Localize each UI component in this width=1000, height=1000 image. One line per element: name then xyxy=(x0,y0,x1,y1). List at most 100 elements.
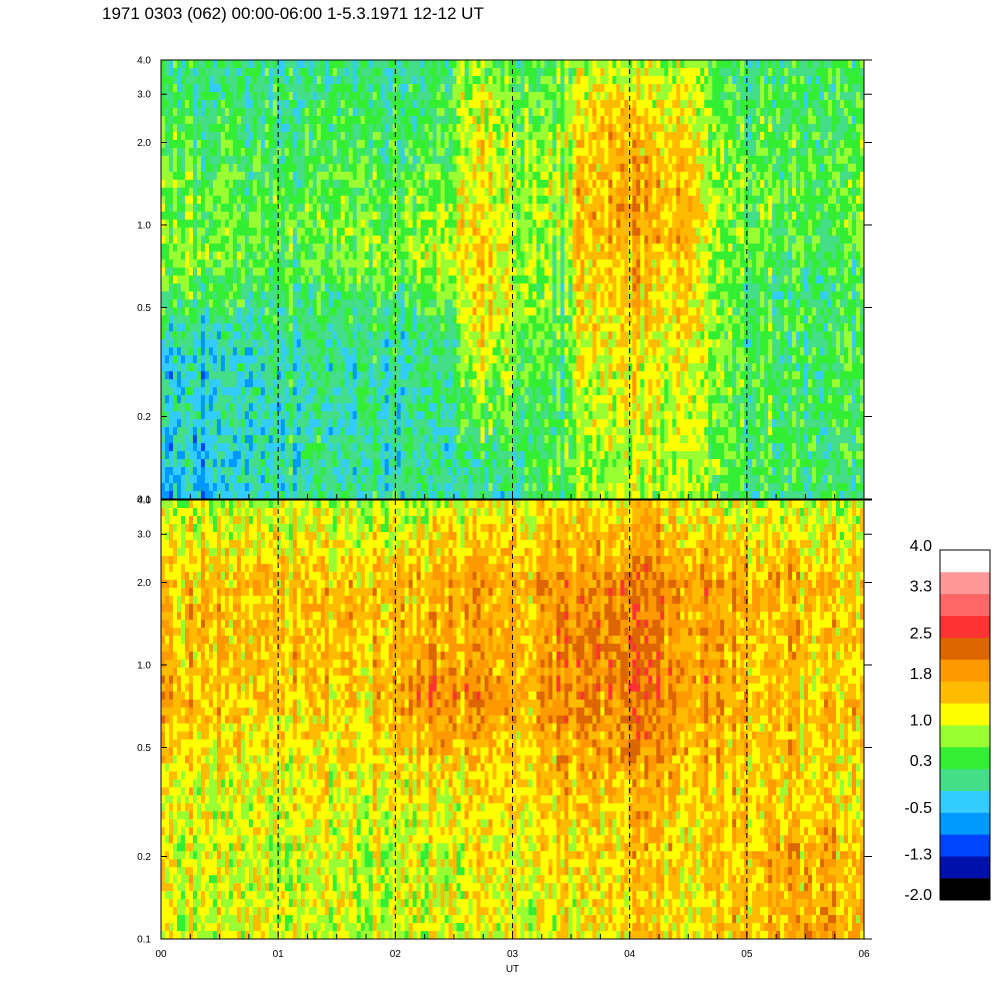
heatmap-cell xyxy=(436,283,442,292)
heatmap-cell xyxy=(360,139,366,149)
heatmap-cell xyxy=(236,395,242,404)
heatmap-cell xyxy=(264,395,270,404)
heatmap-cell xyxy=(496,379,502,388)
heatmap-cell xyxy=(228,139,234,149)
heatmap-cell xyxy=(436,147,442,157)
heatmap-cell xyxy=(484,347,490,356)
heatmap-cell xyxy=(288,107,294,117)
heatmap-cell xyxy=(300,451,306,460)
heatmap-cell xyxy=(456,427,462,436)
heatmap-cell xyxy=(308,307,314,316)
heatmap-cell xyxy=(240,195,246,205)
heatmap-cell xyxy=(288,147,294,157)
heatmap-cell xyxy=(444,435,450,444)
heatmap-cell xyxy=(360,307,366,316)
heatmap-cell xyxy=(216,451,222,460)
heatmap-cell xyxy=(360,299,366,308)
heatmap-cell xyxy=(244,299,250,308)
heatmap-cell xyxy=(416,475,422,484)
heatmap-cell xyxy=(196,243,202,253)
heatmap-cell xyxy=(492,211,498,221)
heatmap-cell xyxy=(248,467,254,476)
heatmap-cell xyxy=(161,459,166,468)
heatmap-cell xyxy=(472,443,478,452)
heatmap-cell xyxy=(176,83,182,93)
heatmap-cell xyxy=(260,355,266,364)
heatmap-cell xyxy=(412,395,418,404)
heatmap-cell xyxy=(188,339,194,348)
heatmap-cell xyxy=(468,491,474,500)
heatmap-cell xyxy=(384,123,390,133)
heatmap-cell xyxy=(192,451,198,460)
heatmap-cell xyxy=(368,243,374,253)
heatmap-cell xyxy=(468,259,474,269)
heatmap-cell xyxy=(164,115,170,125)
heatmap-cell xyxy=(288,467,294,476)
heatmap-cell xyxy=(452,219,458,229)
heatmap-cell xyxy=(164,203,170,213)
heatmap-cell xyxy=(324,459,330,468)
heatmap-cell xyxy=(452,123,458,133)
heatmap-cell xyxy=(312,187,318,197)
heatmap-cell xyxy=(516,251,521,261)
heatmap-cell xyxy=(356,363,362,372)
heatmap-cell xyxy=(244,339,250,348)
heatmap-cell xyxy=(236,60,242,69)
heatmap-cell xyxy=(288,91,294,101)
heatmap-cell xyxy=(388,475,394,484)
heatmap-cell xyxy=(184,475,190,484)
heatmap-cell xyxy=(360,491,366,500)
heatmap-cell xyxy=(164,443,170,452)
heatmap-cell xyxy=(444,99,450,109)
heatmap-cell xyxy=(460,355,466,364)
heatmap-cell xyxy=(336,251,342,261)
heatmap-cell xyxy=(260,467,266,476)
heatmap-cell xyxy=(176,179,182,189)
heatmap-cell xyxy=(428,347,434,356)
heatmap-cell xyxy=(292,299,298,308)
heatmap-cell xyxy=(312,291,318,300)
heatmap-cell xyxy=(364,99,370,109)
heatmap-cell xyxy=(252,123,258,133)
heatmap-cell xyxy=(240,307,246,316)
heatmap-cell xyxy=(272,339,278,348)
heatmap-cell xyxy=(188,491,194,500)
heatmap-cell xyxy=(364,75,370,85)
heatmap-cell xyxy=(232,259,238,269)
heatmap-cell xyxy=(424,379,430,388)
heatmap-cell xyxy=(276,427,282,436)
heatmap-cell xyxy=(472,371,478,380)
heatmap-cell xyxy=(296,307,302,316)
heatmap-cell xyxy=(284,115,290,125)
heatmap-cell xyxy=(432,227,438,237)
heatmap-cell xyxy=(332,163,338,173)
heatmap-cell xyxy=(164,99,170,109)
heatmap-cell xyxy=(228,163,234,173)
heatmap-cell xyxy=(484,275,490,284)
heatmap-cell xyxy=(380,283,386,292)
heatmap-cell xyxy=(240,235,246,245)
heatmap-cell xyxy=(376,459,382,468)
heatmap-cell xyxy=(216,443,222,452)
heatmap-cell xyxy=(332,203,338,213)
heatmap-cell xyxy=(508,75,513,85)
heatmap-cell xyxy=(364,283,370,292)
heatmap-cell xyxy=(216,211,222,221)
heatmap-cell xyxy=(412,163,418,173)
heatmap-cell xyxy=(248,275,254,284)
heatmap-cell xyxy=(472,339,478,348)
heatmap-cell xyxy=(188,115,194,125)
heatmap-cell xyxy=(448,483,454,492)
heatmap-cell xyxy=(384,411,390,420)
heatmap-cell xyxy=(328,387,334,396)
heatmap-cell xyxy=(516,307,521,316)
heatmap-cell xyxy=(200,91,206,101)
heatmap-cell xyxy=(312,299,318,308)
heatmap-cell xyxy=(312,83,318,93)
heatmap-cell xyxy=(208,291,214,300)
heatmap-cell xyxy=(276,83,282,93)
heatmap-cell xyxy=(212,60,218,69)
heatmap-cell xyxy=(288,227,294,237)
heatmap-cell xyxy=(308,99,314,109)
heatmap-cell xyxy=(260,459,266,468)
